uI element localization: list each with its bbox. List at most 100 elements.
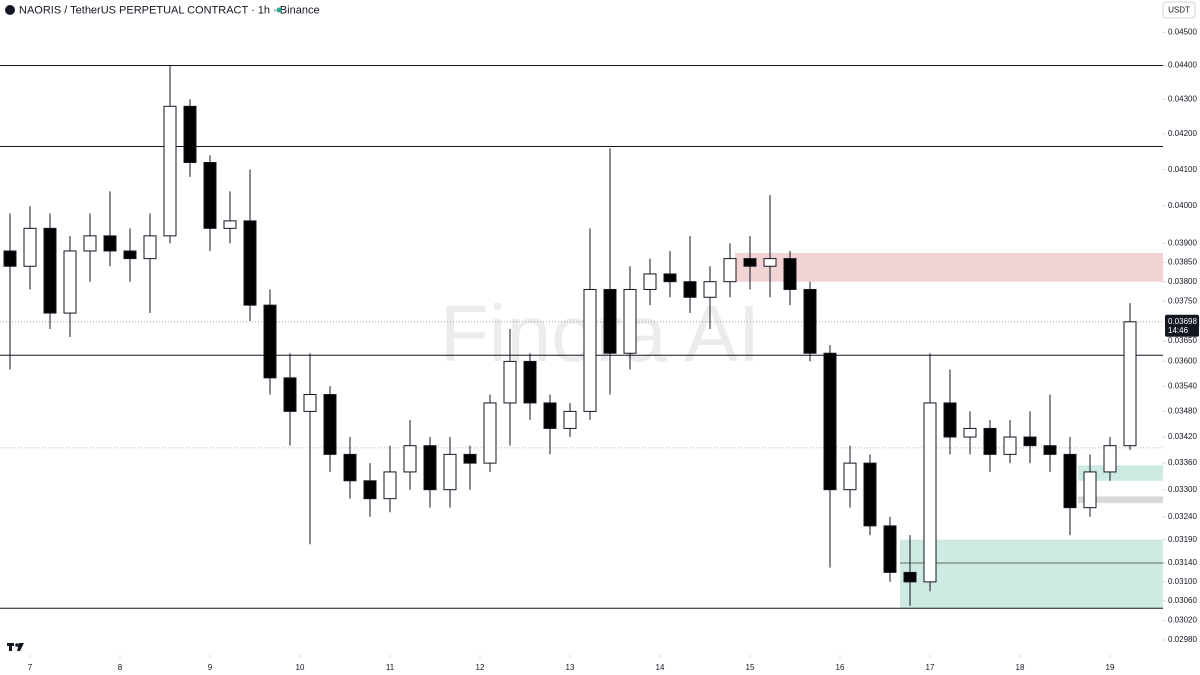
x-tick-label: 15	[746, 663, 755, 672]
candle-body	[983, 427, 997, 455]
y-tick-label: 0.04500	[1168, 28, 1197, 37]
candle	[123, 228, 137, 282]
candle	[503, 329, 517, 446]
y-tick-label: 0.03140	[1168, 558, 1197, 567]
y-tick-label: 0.03600	[1168, 357, 1197, 366]
y-tick-label: 0.03420	[1168, 432, 1197, 441]
candle	[963, 411, 977, 455]
candle-body	[1023, 436, 1037, 447]
candle	[283, 353, 297, 446]
candle-body	[683, 281, 697, 298]
candle-body	[23, 227, 37, 267]
candle-body	[63, 250, 77, 314]
candle-body	[783, 258, 797, 290]
x-tick-label: 19	[1106, 663, 1115, 672]
candle-body	[823, 352, 837, 491]
candle	[143, 213, 157, 314]
candle	[823, 345, 837, 568]
candle	[203, 155, 217, 251]
zone	[1078, 465, 1163, 481]
y-tick-label: 0.03800	[1168, 277, 1197, 286]
candle-body	[1043, 445, 1057, 455]
candle	[263, 289, 277, 395]
candle	[1103, 437, 1117, 481]
candle	[1063, 437, 1077, 536]
watermark: Finora AI	[440, 289, 760, 378]
x-tick-label: 9	[208, 663, 213, 672]
y-tick-label: 0.03190	[1168, 535, 1197, 544]
candle-body	[663, 273, 677, 283]
zone	[900, 539, 1163, 609]
candle-body	[143, 235, 157, 260]
candle-body	[903, 571, 917, 583]
candle-body	[1123, 321, 1137, 447]
candle-body	[723, 258, 737, 283]
y-tick-label: 0.03300	[1168, 485, 1197, 494]
candle-body	[243, 220, 257, 306]
candle	[523, 353, 537, 420]
y-tick-label: 0.03020	[1168, 616, 1197, 625]
zone	[735, 252, 1163, 282]
candle	[63, 235, 77, 338]
candle-body	[643, 273, 657, 290]
y-tick-label: 0.04300	[1168, 95, 1197, 104]
candle-body	[1103, 445, 1117, 473]
candle-body	[223, 220, 237, 229]
candle-body	[1063, 453, 1077, 509]
candle	[1123, 303, 1137, 451]
candle	[423, 437, 437, 508]
candle-body	[123, 250, 137, 260]
currency-box[interactable]	[1162, 1, 1196, 19]
y-tick-label: 0.03360	[1168, 458, 1197, 467]
candle-body	[923, 402, 937, 583]
candle-body	[703, 281, 717, 298]
candle	[543, 394, 557, 455]
candle-body	[523, 360, 537, 404]
candle-body	[323, 394, 337, 455]
x-tick-label: 12	[476, 663, 485, 672]
candle-body	[303, 394, 317, 412]
currency: USDT	[1168, 6, 1190, 15]
candle-body	[163, 105, 177, 237]
candle	[603, 148, 617, 395]
candle	[943, 369, 957, 455]
candle-body	[203, 161, 217, 229]
candle	[303, 353, 317, 545]
candle-body	[343, 453, 357, 482]
last-price-box	[1165, 314, 1199, 337]
countdown-label: 14:46	[1168, 326, 1189, 335]
candle-body	[943, 402, 957, 438]
candle-body	[1003, 436, 1017, 455]
candle	[983, 419, 997, 472]
last-price-label: 0.03698	[1168, 317, 1197, 326]
y-tick-label: 0.04100	[1168, 165, 1197, 174]
x-tick-label: 13	[566, 663, 575, 672]
candle-body	[483, 402, 497, 464]
candle	[1023, 411, 1037, 464]
candle-body	[743, 258, 757, 267]
candle-body	[183, 105, 197, 163]
candle	[343, 437, 357, 499]
candle	[703, 266, 717, 330]
x-tick-label: 16	[836, 663, 845, 672]
y-tick-label: 0.03060	[1168, 596, 1197, 605]
candle-body	[563, 410, 577, 429]
candle-body	[863, 462, 877, 527]
candle	[43, 213, 57, 330]
candle	[103, 191, 117, 267]
candle-body	[543, 402, 557, 429]
candle-body	[383, 471, 397, 500]
candle	[763, 195, 777, 298]
candle	[1003, 419, 1017, 464]
candle	[743, 235, 757, 290]
candle	[1043, 394, 1057, 472]
x-tick-label: 14	[656, 663, 665, 672]
candle	[723, 243, 737, 298]
x-tick-label: 18	[1016, 663, 1025, 672]
candle-body	[403, 445, 417, 473]
candle	[483, 394, 497, 472]
x-tick-label: 17	[926, 663, 935, 672]
candle-body	[843, 462, 857, 491]
y-tick-label: 0.03750	[1168, 296, 1197, 305]
candle	[223, 191, 237, 244]
